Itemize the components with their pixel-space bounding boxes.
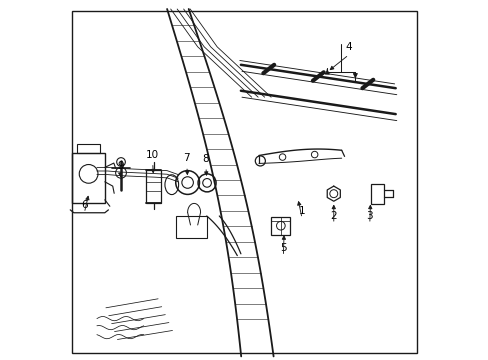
Text: 1: 1 — [298, 206, 305, 216]
Text: 10: 10 — [146, 150, 159, 160]
Bar — [176, 216, 206, 238]
Text: 4: 4 — [345, 42, 351, 52]
Text: 8: 8 — [202, 154, 209, 164]
Text: 5: 5 — [280, 243, 286, 253]
Bar — [72, 153, 104, 203]
Text: 3: 3 — [366, 211, 372, 221]
Text: 6: 6 — [81, 200, 87, 210]
Bar — [370, 184, 384, 204]
Bar — [271, 217, 289, 235]
Bar — [77, 144, 100, 153]
Bar — [146, 170, 161, 203]
Text: 2: 2 — [330, 211, 336, 221]
Text: 9: 9 — [117, 161, 123, 171]
Text: 7: 7 — [183, 153, 190, 163]
